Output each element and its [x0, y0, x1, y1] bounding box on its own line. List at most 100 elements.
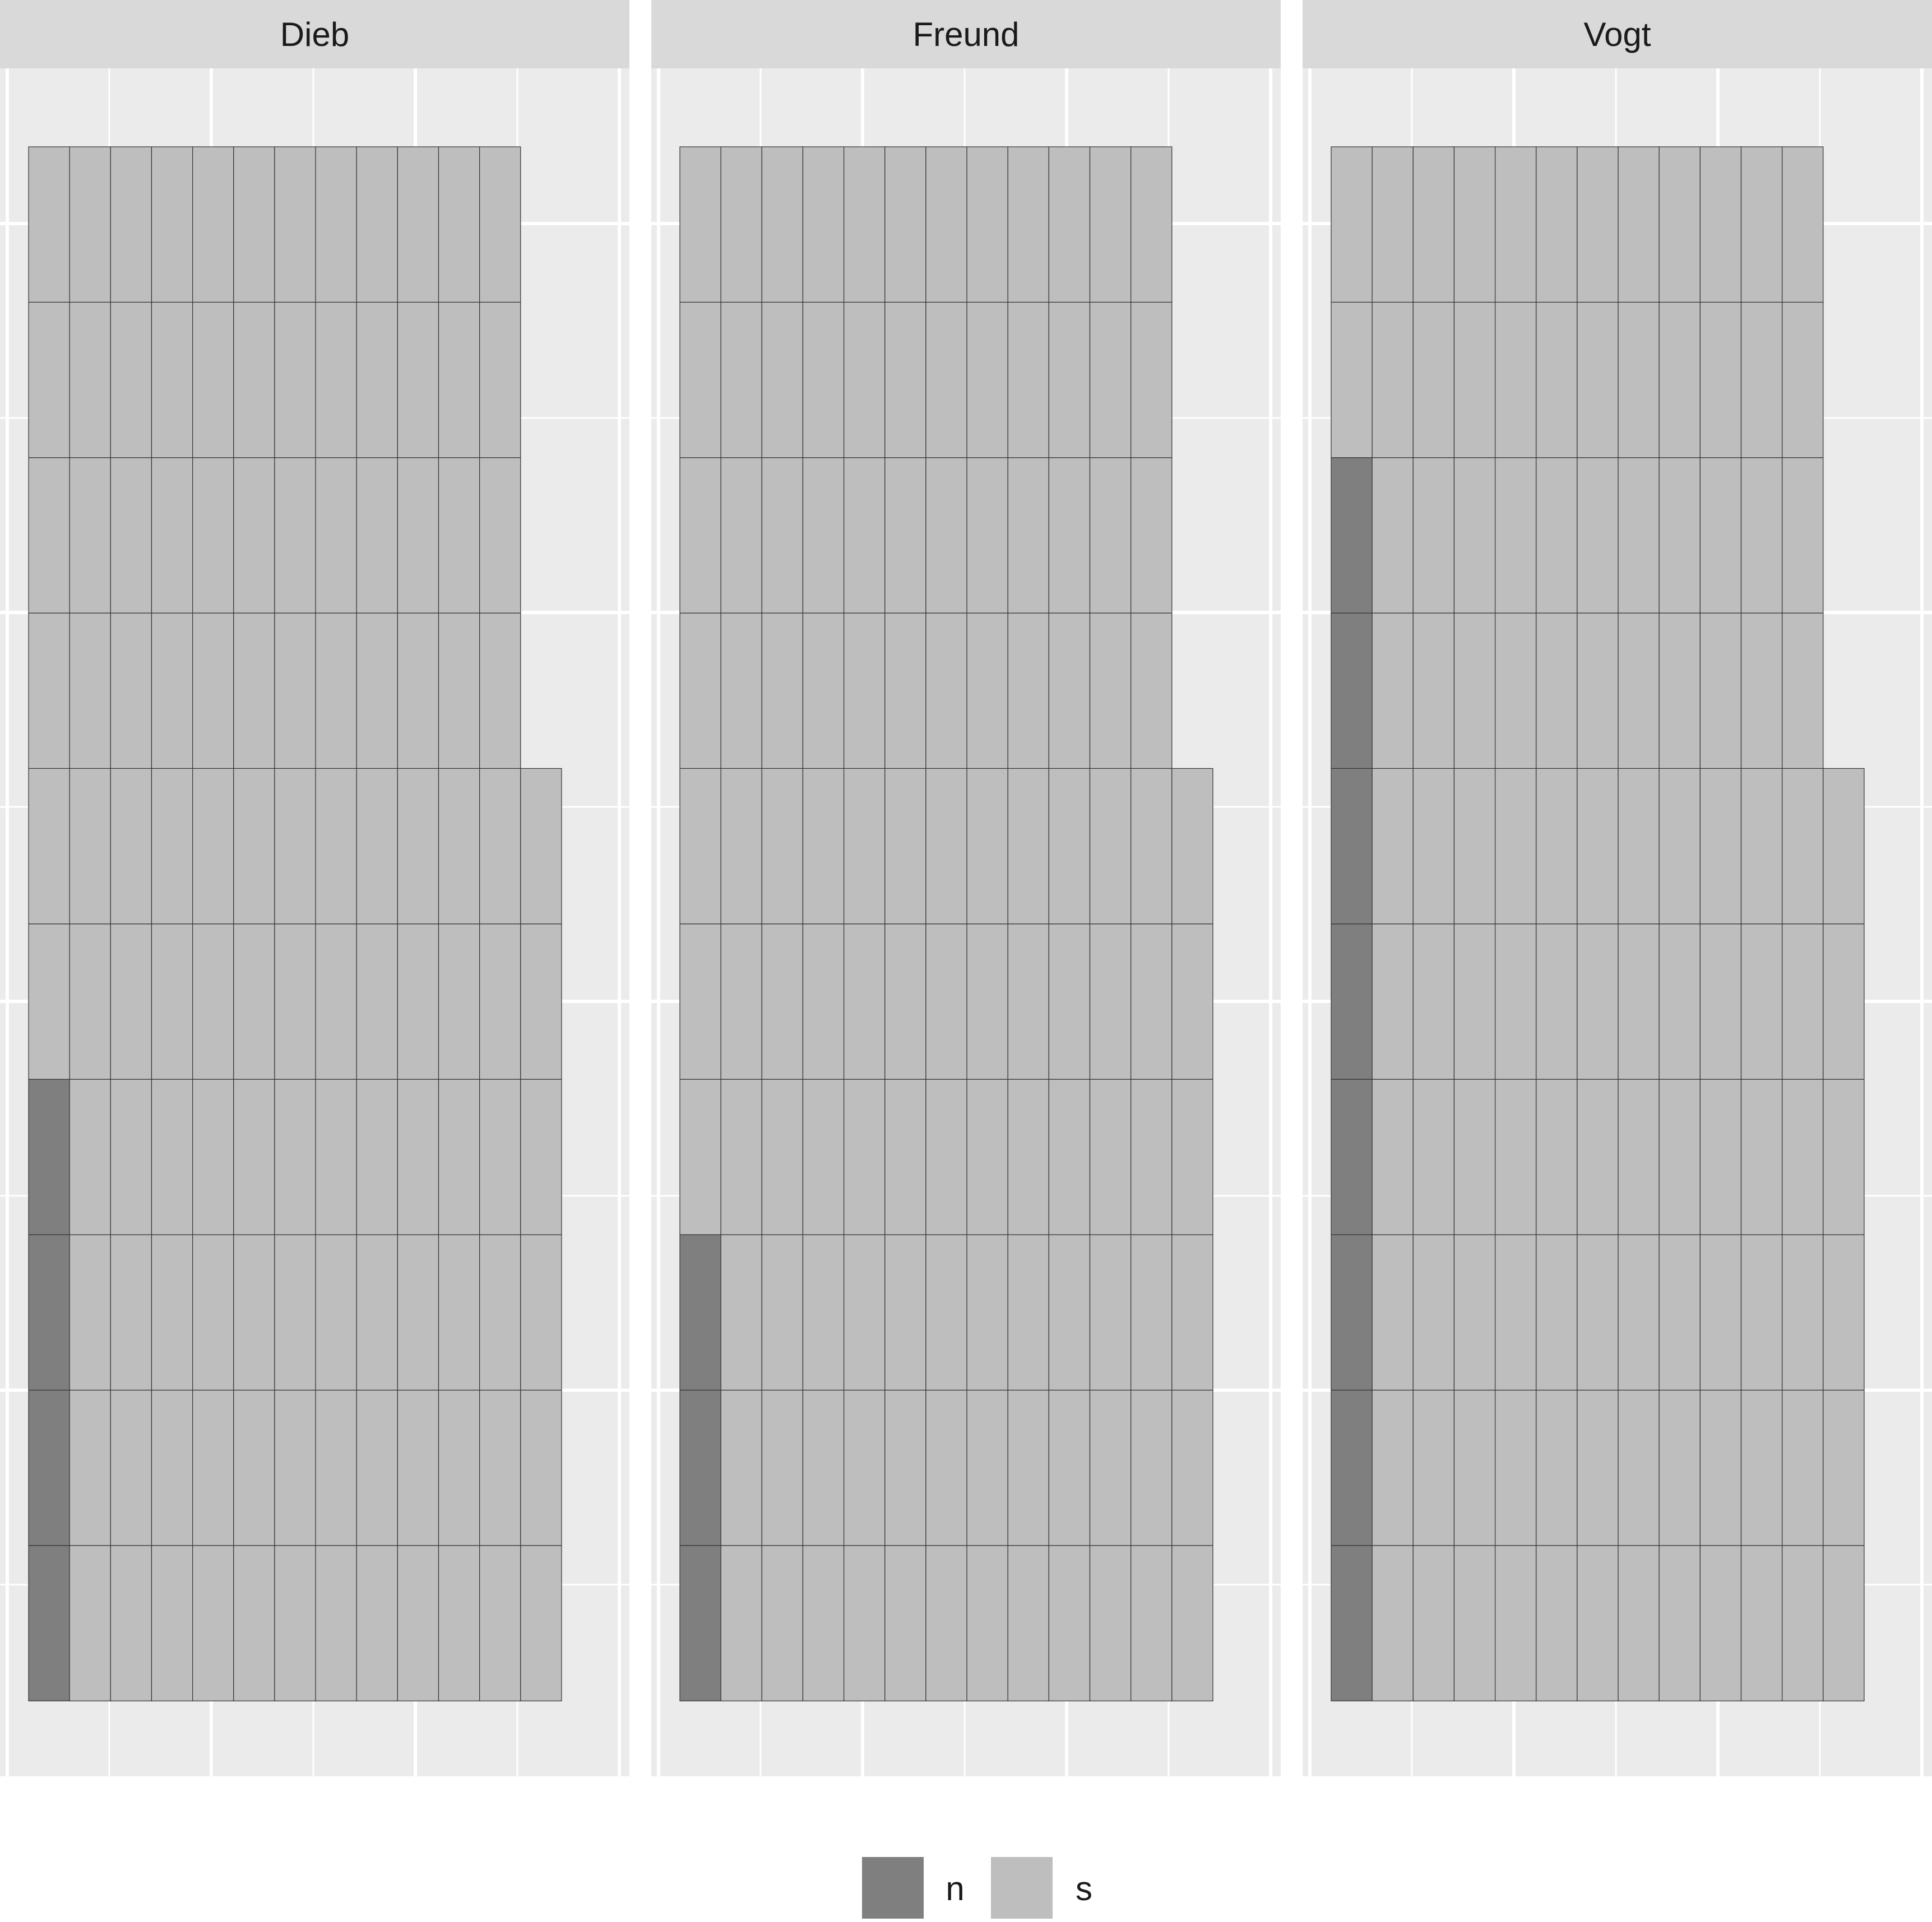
- waffle-tile-s: [1823, 768, 1865, 925]
- waffle-tile-s: [151, 1545, 193, 1702]
- waffle-tile-s: [315, 146, 357, 303]
- waffle-tile-s: [925, 146, 967, 303]
- waffle-tile-s: [1536, 1390, 1578, 1546]
- waffle-tile-s: [1536, 1545, 1578, 1702]
- waffle-tile-s: [843, 1234, 886, 1391]
- facet-label: Freund: [912, 16, 1019, 53]
- waffle-tile-s: [1823, 1545, 1865, 1702]
- waffle-tile-s: [1658, 612, 1701, 769]
- waffle-tile-s: [1007, 612, 1049, 769]
- waffle-tile-s: [274, 612, 316, 769]
- waffle-tile-s: [110, 1545, 152, 1702]
- waffle-tile-s: [28, 301, 70, 458]
- waffle-tile-s: [479, 612, 521, 769]
- waffle-tile-s: [356, 1390, 398, 1546]
- waffle-tile-s: [397, 146, 439, 303]
- waffle-tile-s: [151, 1390, 193, 1546]
- waffle-tile-s: [884, 923, 926, 1080]
- legend-key-s: [991, 1857, 1053, 1919]
- waffle-tile-s: [720, 1545, 762, 1702]
- waffle-tile-s: [679, 612, 721, 769]
- waffle-tile-s: [233, 1390, 275, 1546]
- waffle-tile-s: [192, 1234, 234, 1391]
- waffle-tile-s: [1495, 612, 1537, 769]
- waffle-tile-s: [1495, 923, 1537, 1080]
- waffle-tile-s: [110, 1234, 152, 1391]
- waffle-tile-s: [1453, 1390, 1496, 1546]
- waffle-tile-s: [233, 768, 275, 925]
- waffle-tile-s: [315, 923, 357, 1080]
- waffle-tile-s: [802, 923, 845, 1080]
- waffle-tile-s: [397, 768, 439, 925]
- waffle-tile-s: [1412, 768, 1455, 925]
- waffle-tile-s: [1740, 457, 1783, 614]
- waffle-tile-s: [966, 768, 1008, 925]
- waffle-tile-s: [69, 146, 111, 303]
- waffle-tile-s: [1453, 146, 1496, 303]
- waffle-tile-s: [1577, 1234, 1619, 1391]
- waffle-tile-s: [925, 768, 967, 925]
- waffle-tile-s: [1007, 301, 1049, 458]
- waffle-tile-s: [1412, 923, 1455, 1080]
- waffle-tile-s: [110, 457, 152, 614]
- waffle-tile-s: [1089, 768, 1132, 925]
- waffle-tile-s: [1089, 1079, 1132, 1236]
- waffle-tile-s: [1618, 457, 1660, 614]
- waffle-tile-s: [1171, 768, 1213, 925]
- waffle-tile-s: [1007, 1234, 1049, 1391]
- waffle-tile-s: [1699, 612, 1742, 769]
- waffle-tile-s: [1007, 1079, 1049, 1236]
- waffle-tile-s: [1699, 1545, 1742, 1702]
- waffle-tile-s: [1618, 768, 1660, 925]
- waffle-tile-s: [1618, 1234, 1660, 1391]
- waffle-tile-s: [28, 923, 70, 1080]
- waffle-tile-s: [192, 612, 234, 769]
- waffle-tile-s: [679, 1079, 721, 1236]
- waffle-tile-s: [1171, 923, 1213, 1080]
- waffle-tile-s: [69, 301, 111, 458]
- waffle-tile-s: [1658, 457, 1701, 614]
- waffle-tile-s: [356, 146, 398, 303]
- waffle-tile-s: [438, 1079, 480, 1236]
- waffle-tile-s: [110, 1079, 152, 1236]
- waffle-tile-s: [1536, 923, 1578, 1080]
- waffle-tile-s: [520, 1545, 562, 1702]
- waffle-tile-s: [802, 1079, 845, 1236]
- waffle-tile-s: [1699, 301, 1742, 458]
- waffle-tile-s: [1536, 1079, 1578, 1236]
- waffle-tile-s: [966, 1079, 1008, 1236]
- waffle-tiles: [28, 146, 562, 1702]
- waffle-tile-s: [1495, 1234, 1537, 1391]
- waffle-tile-s: [479, 1234, 521, 1391]
- waffle-tile-s: [720, 146, 762, 303]
- facet-label: Vogt: [1583, 16, 1651, 53]
- waffle-tile-s: [1453, 612, 1496, 769]
- waffle-tile-s: [1536, 612, 1578, 769]
- waffle-tile-s: [151, 1234, 193, 1391]
- waffle-tile-s: [802, 301, 845, 458]
- waffle-tile-s: [1782, 923, 1824, 1080]
- waffle-tile-s: [1089, 612, 1132, 769]
- waffle-tile-n: [1331, 457, 1373, 614]
- waffle-tile-s: [843, 146, 886, 303]
- waffle-tile-s: [151, 457, 193, 614]
- waffle-tile-s: [315, 612, 357, 769]
- waffle-tile-s: [1372, 768, 1414, 925]
- waffle-tile-s: [151, 612, 193, 769]
- waffle-tile-s: [1453, 457, 1496, 614]
- waffle-tile-s: [884, 612, 926, 769]
- waffle-tile-s: [679, 923, 721, 1080]
- waffle-tile-s: [966, 1234, 1008, 1391]
- waffle-tile-s: [520, 1390, 562, 1546]
- waffle-tile-s: [1331, 301, 1373, 458]
- waffle-tile-s: [761, 301, 804, 458]
- waffle-tile-s: [315, 1079, 357, 1236]
- waffle-tile-s: [1089, 1545, 1132, 1702]
- waffle-tile-s: [151, 301, 193, 458]
- waffle-tile-s: [1699, 1234, 1742, 1391]
- waffle-tile-s: [1372, 923, 1414, 1080]
- waffle-tile-s: [1577, 1390, 1619, 1546]
- waffle-tile-s: [1131, 1234, 1173, 1391]
- waffle-tile-s: [28, 612, 70, 769]
- waffle-tile-s: [1453, 1234, 1496, 1391]
